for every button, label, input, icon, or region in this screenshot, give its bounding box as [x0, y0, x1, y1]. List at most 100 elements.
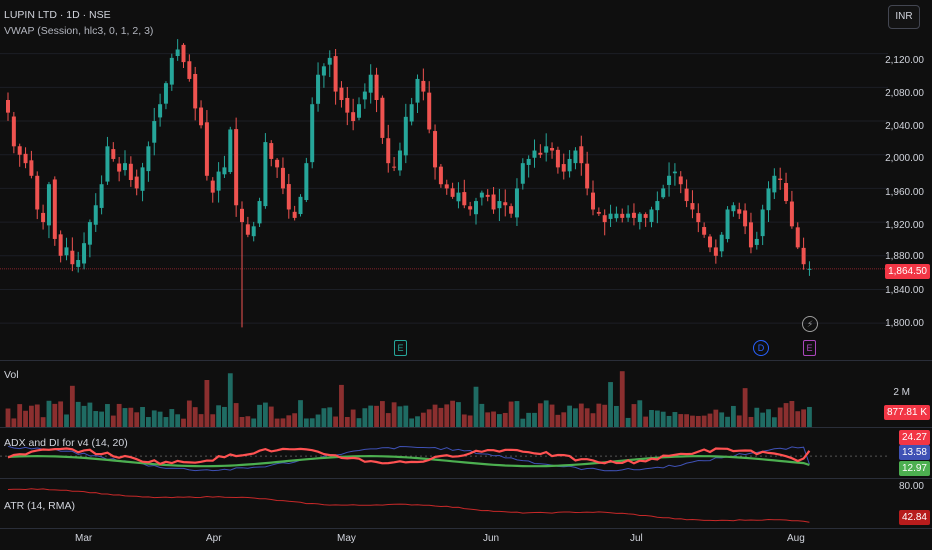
volume-bar — [485, 412, 491, 427]
adx-chart[interactable] — [0, 428, 888, 478]
volume-bar — [461, 414, 467, 427]
adx-line — [7, 454, 810, 468]
volume-bar — [81, 405, 87, 427]
candle-body — [240, 208, 244, 223]
volume-bar — [64, 414, 69, 427]
volume-bar — [380, 401, 385, 427]
candle-body — [140, 167, 145, 191]
volume-bar — [479, 403, 485, 427]
volume-bar — [678, 414, 684, 427]
volume-bar — [192, 407, 198, 427]
atr-chart[interactable] — [0, 479, 888, 529]
candle-body — [52, 179, 57, 239]
candle-body — [310, 104, 315, 163]
candle-body — [450, 188, 455, 197]
candle-body — [561, 164, 566, 172]
candle-body — [514, 188, 519, 218]
candle-body — [345, 97, 350, 113]
candle-body — [678, 176, 683, 185]
candle-body — [93, 205, 98, 225]
time-label: Jul — [630, 533, 643, 544]
candle-body — [362, 91, 367, 100]
volume-bar — [368, 405, 374, 427]
volume-bar — [432, 404, 438, 427]
volume-bar — [105, 404, 110, 427]
candle-body — [760, 209, 765, 237]
candle-body — [415, 78, 420, 103]
candle-body — [485, 194, 490, 197]
volume-bar — [146, 417, 151, 427]
candle-body — [304, 163, 309, 201]
candle-body — [58, 234, 63, 256]
volume-bar — [637, 400, 643, 427]
price-tick: 1,880.00 — [885, 251, 924, 262]
volume-bar — [222, 406, 227, 427]
price-tick: 1,920.00 — [885, 220, 924, 231]
candle-body — [667, 175, 672, 185]
volume-bar — [614, 405, 619, 427]
volume-bar — [245, 416, 251, 427]
volume-bar — [11, 418, 17, 427]
volume-bar — [315, 414, 321, 427]
candle-body — [497, 201, 502, 209]
currency-button[interactable]: INR — [888, 5, 920, 29]
price-axis[interactable]: 2,120.00 2,080.00 2,040.00 2,000.00 1,96… — [885, 0, 932, 360]
candle-body — [731, 205, 736, 212]
candle-body — [275, 159, 280, 168]
volume-bar — [766, 409, 771, 427]
pane-divider[interactable] — [0, 427, 932, 428]
candle-body — [573, 150, 578, 164]
price-tick: 1,800.00 — [885, 318, 924, 329]
candle-body — [474, 201, 478, 215]
candle-body — [286, 184, 291, 210]
pane-divider[interactable] — [0, 360, 932, 361]
split-marker-icon[interactable]: E — [803, 340, 816, 356]
candle-body — [41, 212, 46, 223]
dividend-marker-icon[interactable]: D — [753, 340, 769, 356]
earnings-marker-icon[interactable]: E — [394, 340, 407, 356]
volume-bar — [198, 414, 204, 427]
volume-bar — [362, 408, 368, 427]
volume-bar — [450, 400, 455, 427]
candle-body — [368, 74, 373, 93]
candle-body — [123, 163, 127, 171]
candle-body — [216, 171, 221, 191]
price-tick: 1,840.00 — [885, 285, 924, 296]
candle-body — [596, 212, 601, 214]
volume-bar — [771, 417, 777, 427]
pane-divider[interactable] — [0, 478, 932, 479]
candle-body — [421, 80, 426, 92]
volume-bar — [555, 414, 561, 427]
flash-event-icon[interactable]: ⚡ — [802, 316, 818, 332]
volume-bar — [438, 407, 444, 427]
candle-body — [784, 183, 789, 202]
volume-bar — [777, 407, 783, 427]
candle-body — [538, 152, 543, 155]
candle-body — [532, 150, 537, 158]
time-label: Mar — [75, 533, 93, 544]
candle-body — [795, 227, 800, 248]
candle-body — [386, 138, 391, 164]
volume-bar — [327, 407, 333, 427]
volume-bar — [268, 406, 274, 427]
candle-body — [128, 163, 133, 180]
candle-body — [158, 104, 163, 118]
price-chart[interactable] — [0, 0, 888, 360]
candle-body — [222, 167, 227, 175]
volume-bar — [707, 413, 713, 427]
volume-bar — [625, 417, 631, 427]
candle-body — [690, 203, 695, 210]
volume-bar — [514, 401, 520, 427]
candle-body — [169, 57, 174, 85]
volume-bar — [590, 413, 596, 427]
volume-bar — [385, 413, 391, 427]
volume-bar — [374, 405, 379, 427]
volume-bar — [602, 404, 608, 427]
volume-bar — [274, 418, 280, 427]
volume-chart[interactable] — [0, 361, 888, 427]
candle-body — [187, 61, 192, 79]
candle-body — [257, 201, 262, 224]
volume-bar — [549, 404, 555, 427]
atr-tick: 80.00 — [898, 481, 924, 492]
candle-body — [585, 163, 590, 189]
